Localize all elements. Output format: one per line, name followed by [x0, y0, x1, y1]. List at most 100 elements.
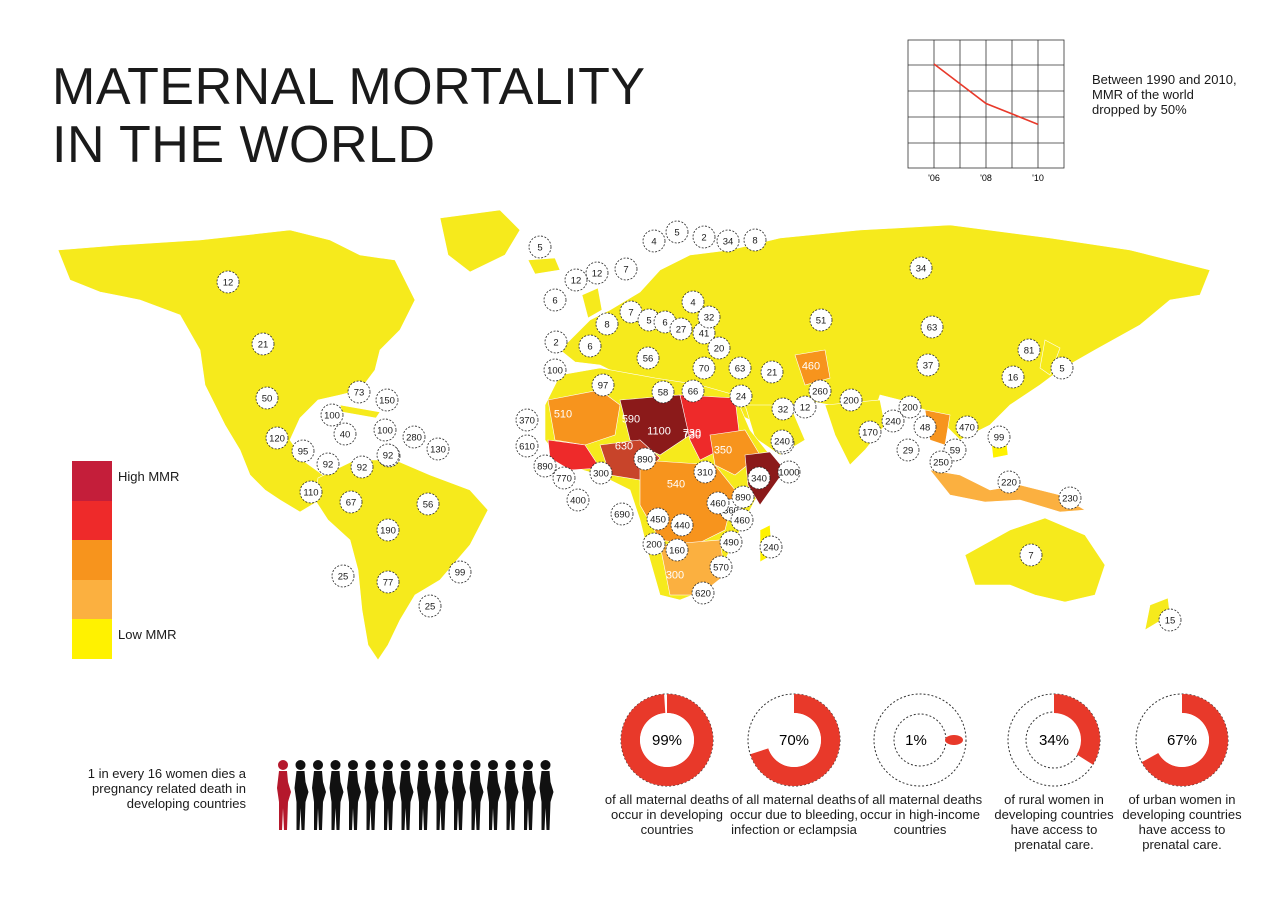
stat-caption-4: of rural women in developing countries h… [994, 792, 1114, 852]
bubble-liberia [552, 466, 576, 490]
bubble-japan [1050, 356, 1074, 380]
label-indonesia: 220 [1001, 478, 1017, 489]
afghanistan-region [794, 349, 831, 386]
label-hungary: 27 [676, 325, 687, 336]
bubble-mexico [255, 386, 279, 410]
bubble-laos [955, 415, 979, 439]
label-malaysia: 29 [903, 446, 914, 457]
label-ghana: 300 [593, 469, 609, 480]
bubble-ukraine [697, 305, 721, 329]
label-mauritania: 510 [554, 409, 572, 421]
bubble-latvia [716, 229, 740, 253]
label-japan: 5 [1059, 364, 1064, 375]
label-romania: 41 [699, 329, 710, 340]
label-gabon: 690 [614, 510, 630, 521]
woman-icon [294, 760, 309, 830]
label-kenya: 360 [723, 506, 739, 517]
label-china: 37 [923, 361, 934, 372]
bubble-korea [1017, 338, 1041, 362]
label-uganda: 310 [697, 468, 713, 479]
label-laos: 470 [959, 423, 975, 434]
label-korea: 81 [1024, 346, 1035, 357]
stat-pct-2: 70% [779, 732, 809, 749]
label-senegal: 370 [519, 416, 535, 427]
label-egypt: 66 [688, 387, 699, 398]
legend-swatch-1 [72, 461, 112, 501]
bubble-ecuador [339, 490, 363, 514]
label-iraq: 63 [735, 364, 746, 375]
bubble-philippines [987, 425, 1011, 449]
bubble-cuba [347, 380, 371, 404]
bubble-senegal [515, 408, 539, 432]
stat-pct-3: 1% [905, 732, 927, 749]
bubble-ghana [589, 461, 613, 485]
label-canada: 12 [223, 278, 234, 289]
label-ecuador: 67 [346, 498, 357, 509]
bubble-libya [651, 380, 675, 404]
label-lesotho: 620 [695, 589, 711, 600]
stat-developing: 99% of all maternal deaths occur in deve… [600, 690, 734, 837]
woman-icon [504, 760, 519, 830]
bubble-madagascar [759, 535, 783, 559]
bubble-kazakhstan [809, 308, 833, 332]
stat-urban: 67% of urban women in developing countri… [1115, 690, 1249, 852]
stat-caption-5: of urban women in developing countries h… [1122, 792, 1242, 852]
label-haiti: 280 [406, 433, 422, 444]
bubble-cambodia [929, 450, 953, 474]
bubble-gambia [515, 434, 539, 458]
bubble-swaziland [709, 555, 733, 579]
bubble-uae [793, 395, 817, 419]
label-jamaica: 100 [377, 426, 393, 437]
legend-swatch-3 [72, 540, 112, 580]
woman-icon [347, 760, 361, 830]
label-uruguay: 99 [455, 568, 466, 579]
bubble-guinea [533, 454, 557, 478]
bubble-namibia [642, 532, 666, 556]
woman-icon [417, 760, 431, 830]
legend-swatch-2 [72, 500, 112, 540]
bubble-somalia [777, 460, 801, 484]
label-argentina: 77 [383, 578, 394, 589]
bubble-haiti [402, 425, 426, 449]
label-nz: 15 [1165, 616, 1176, 627]
bubble-south-korea [1001, 365, 1025, 389]
bubble-malaysia [896, 438, 920, 462]
woman-icon [469, 760, 484, 830]
label-djibouti: 340 [751, 474, 767, 485]
stat-arc-2 [750, 694, 840, 786]
label-zambia: 440 [674, 521, 690, 532]
bubble-china [916, 353, 940, 377]
label-mozambique: 490 [723, 538, 739, 549]
label-iran: 21 [767, 368, 778, 379]
label-cameroon: 540 [667, 479, 685, 491]
label-nicaragua: 40 [340, 430, 351, 441]
label-chad: 730 [683, 428, 701, 440]
bubble-nepal [858, 420, 882, 444]
bubble-lesotho [691, 581, 715, 605]
bubble-nz [1158, 608, 1182, 632]
stat-ring-2: 70% [747, 693, 841, 787]
label-liberia: 770 [556, 474, 572, 485]
label-bahamas: 150 [379, 396, 395, 407]
page-title: MATERNAL MORTALITY IN THE WORLD [52, 58, 646, 174]
label-greenland: 5 [537, 243, 542, 254]
bubble-spain [544, 330, 568, 354]
bubble-canada [216, 270, 240, 294]
bubble-bahamas [375, 388, 399, 412]
stat-rural: 34% of rural women in developing countri… [987, 690, 1121, 852]
woman-highlighted-icon [277, 760, 291, 830]
bubble-angola [646, 507, 670, 531]
bubble-myanmar [898, 395, 922, 419]
label-norway: 7 [623, 265, 628, 276]
mmr-legend: High MMR Low MMR [72, 461, 179, 659]
bubble-poland [681, 290, 705, 314]
label-estonia: 2 [701, 233, 706, 244]
woman-icon [452, 760, 466, 830]
stat-caption-1: of all maternal deaths occur in developi… [604, 792, 730, 837]
bubble-tunisia [636, 346, 660, 370]
bubble-turkey [707, 336, 731, 360]
bubble-india [839, 388, 863, 412]
bubble-colombia [350, 455, 374, 479]
label-czech: 5 [646, 316, 651, 327]
india-shape [824, 399, 886, 466]
